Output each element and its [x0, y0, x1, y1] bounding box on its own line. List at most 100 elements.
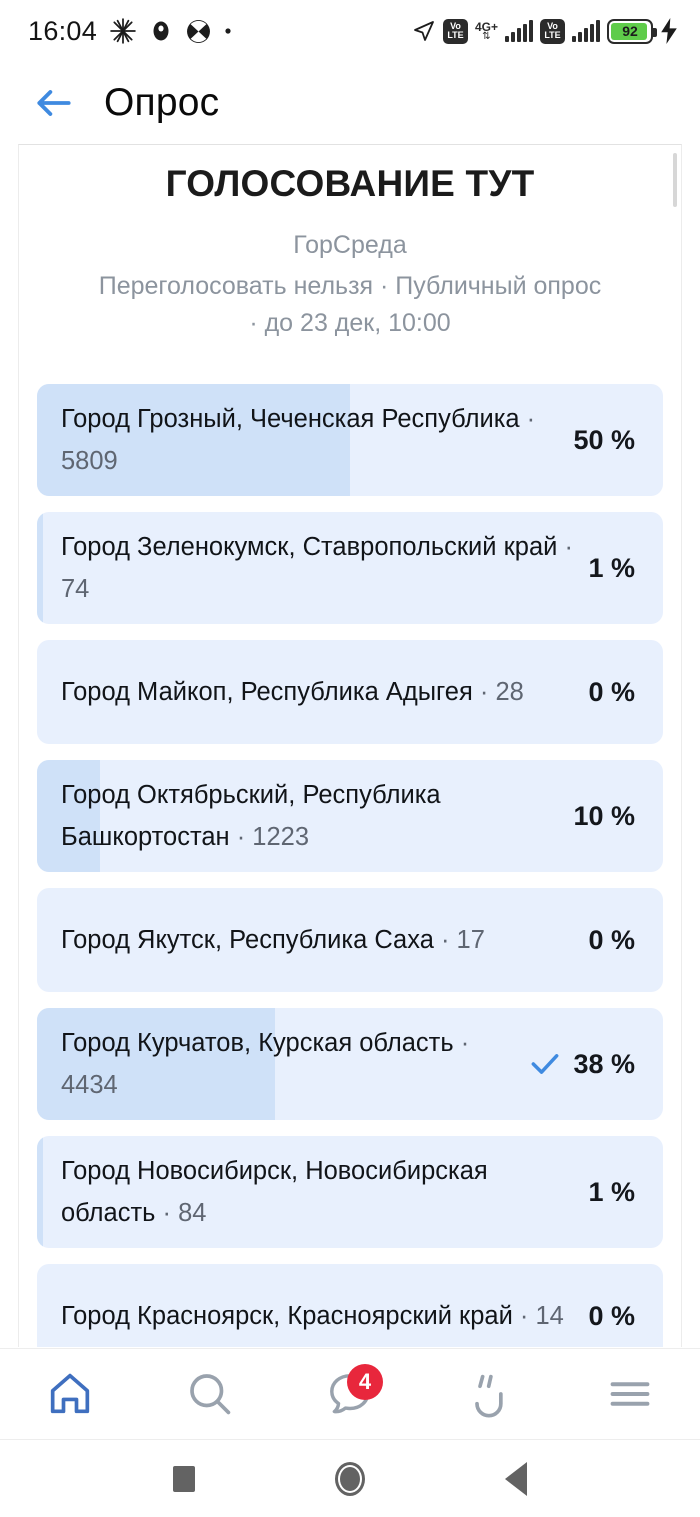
- poll-option-label: Город Новосибирск, Новосибирская область…: [37, 1150, 588, 1234]
- poll-meta-line2: · до 23 дек, 10:00: [249, 309, 451, 337]
- poll-option[interactable]: Город Майкоп, Республика Адыгея · 28 0 %: [37, 640, 663, 744]
- poll-option-label: Город Якутск, Республика Саха · 17: [37, 919, 588, 961]
- poll-option-percent: 1 %: [588, 552, 635, 583]
- poll-option-result: 0 %: [588, 1301, 663, 1332]
- poll-option-name: Город Якутск, Республика Саха: [61, 926, 434, 954]
- charging-bolt-icon: [660, 18, 678, 44]
- poll-option-result: 50 %: [573, 425, 663, 456]
- poll-option-name: Город Октябрьский, Республика Башкортост…: [61, 781, 441, 851]
- content-area: ГОЛОСОВАНИЕ ТУТ ГорСреда Переголосовать …: [0, 144, 700, 1347]
- poll-option-name: Город Зеленокумск, Ставропольский край: [61, 533, 558, 561]
- poll-option[interactable]: Город Октябрьский, Республика Башкортост…: [37, 760, 663, 872]
- signal-bars-icon-sim1: [505, 19, 533, 42]
- poll-option-name: Город Грозный, Чеченская Республика: [61, 405, 520, 433]
- poll-option-count: · 5809: [61, 405, 536, 475]
- volte-top: Vo: [450, 20, 461, 31]
- circle-dot-icon: [149, 19, 173, 43]
- recent-apps-icon[interactable]: [173, 1465, 195, 1492]
- poll-option-percent: 0 %: [588, 924, 635, 955]
- dot-icon: [224, 27, 232, 35]
- back-arrow-icon[interactable]: [32, 81, 76, 125]
- poll-option-count: · 74: [61, 533, 573, 603]
- nav-clips[interactable]: [445, 1358, 535, 1430]
- battery-level: 92: [622, 23, 638, 39]
- poll-option-result: 1 %: [588, 1177, 663, 1208]
- bottom-navigation: 4: [0, 1348, 700, 1440]
- poll-option-count: · 84: [155, 1199, 207, 1227]
- poll-option-result: 1 %: [588, 553, 663, 584]
- poll-option-label: Город Курчатов, Курская область · 4434: [37, 1022, 531, 1106]
- poll-option-bar: [37, 512, 44, 624]
- poll-option-percent: 10 %: [573, 800, 635, 831]
- poll-option-name: Город Новосибирск, Новосибирская область: [61, 1157, 488, 1227]
- poll-option-name: Город Майкоп, Республика Адыгея: [61, 678, 473, 706]
- poll-option-result: 0 %: [588, 925, 663, 956]
- volte-icon-sim1: Vo LTE: [442, 18, 468, 44]
- status-bar-left: 16:04: [28, 16, 232, 47]
- poll-option[interactable]: Город Грозный, Чеченская Республика · 58…: [37, 384, 663, 496]
- scrollbar[interactable]: [673, 153, 677, 207]
- messages-badge: 4: [347, 1364, 383, 1400]
- poll-meta: Переголосовать нельзя · Публичный опрос …: [19, 268, 681, 342]
- poll-option-count: · 4434: [61, 1029, 470, 1099]
- poll-option[interactable]: Город Якутск, Республика Саха · 17 0 %: [37, 888, 663, 992]
- poll-option[interactable]: Город Красноярск, Красноярский край · 14…: [37, 1264, 663, 1347]
- poll-option-name: Город Красноярск, Красноярский край: [61, 1302, 513, 1330]
- poll-option-label: Город Майкоп, Республика Адыгея · 28: [37, 671, 588, 713]
- poll-option[interactable]: Город Новосибирск, Новосибирская область…: [37, 1136, 663, 1248]
- location-arrow-icon: [412, 19, 436, 43]
- check-icon: [532, 1054, 559, 1074]
- nav-messages[interactable]: 4: [305, 1358, 395, 1430]
- nav-menu[interactable]: [585, 1358, 675, 1430]
- page-title: Опрос: [104, 81, 220, 124]
- volte-icon-sim2: Vo LTE: [540, 18, 565, 44]
- poll-option-bar: [37, 1008, 275, 1120]
- poll-option-percent: 38 %: [573, 1048, 635, 1079]
- network-type-sim1: 4G+ ⇅: [474, 19, 498, 42]
- volte-top-2: Vo: [547, 20, 558, 31]
- android-navigation-bar: [0, 1440, 700, 1517]
- poll-option-label: Город Красноярск, Красноярский край · 14: [37, 1295, 588, 1337]
- poll-author: ГорСреда: [293, 231, 407, 259]
- poll-option[interactable]: Город Курчатов, Курская область · 4434 38…: [37, 1008, 663, 1120]
- x-circle-icon: [186, 19, 211, 44]
- poll-option-percent: 0 %: [588, 1300, 635, 1331]
- poll-option-count: · 17: [433, 926, 485, 954]
- poll-card: ГОЛОСОВАНИЕ ТУТ ГорСреда Переголосовать …: [18, 144, 682, 1347]
- data-arrows-icon: ⇅: [482, 30, 491, 42]
- status-bar: 16:04 Vo: [0, 0, 700, 62]
- poll-option[interactable]: Город Зеленокумск, Ставропольский край ·…: [37, 512, 663, 624]
- poll-option-label: Город Грозный, Чеченская Республика · 58…: [37, 398, 573, 482]
- poll-option-label: Город Октябрьский, Республика Башкортост…: [37, 774, 573, 858]
- poll-option-label: Город Зеленокумск, Ставропольский край ·…: [37, 526, 588, 610]
- status-bar-right: Vo LTE 4G+ ⇅ Vo LTE 92: [412, 18, 678, 44]
- poll-options-list: Город Грозный, Чеченская Республика · 58…: [19, 384, 681, 1347]
- network-label: 4G+: [474, 19, 498, 34]
- poll-option-count: · 28: [472, 678, 524, 706]
- signal-bars-icon-sim2: [572, 19, 600, 42]
- poll-option-percent: 1 %: [588, 1176, 635, 1207]
- poll-option-bar: [37, 760, 100, 872]
- back-triangle-icon[interactable]: [505, 1461, 527, 1496]
- flash-burst-icon: [110, 18, 136, 44]
- poll-option-count: · 1223: [229, 823, 309, 851]
- nav-search[interactable]: [165, 1358, 255, 1430]
- poll-option-percent: 0 %: [588, 676, 635, 707]
- poll-option-percent: 50 %: [573, 424, 635, 455]
- poll-title: ГОЛОСОВАНИЕ ТУТ: [165, 163, 535, 204]
- poll-option-count: · 14: [512, 1302, 564, 1330]
- nav-home[interactable]: [25, 1358, 115, 1430]
- poll-option-result: 0 %: [588, 677, 663, 708]
- poll-option-name: Город Курчатов, Курская область: [61, 1029, 454, 1057]
- volte-bottom-2: LTE: [544, 30, 561, 40]
- home-circle-icon[interactable]: [335, 1461, 365, 1496]
- poll-option-bar: [37, 1136, 44, 1248]
- status-clock: 16:04: [28, 15, 98, 46]
- app-bar: Опрос: [0, 62, 700, 144]
- volte-bottom: LTE: [447, 30, 464, 40]
- battery-fill: [611, 22, 647, 40]
- battery-icon: 92: [607, 18, 657, 44]
- poll-meta-line1: Переголосовать нельзя · Публичный опрос: [98, 272, 602, 300]
- poll-option-result: 38 %: [531, 1049, 663, 1080]
